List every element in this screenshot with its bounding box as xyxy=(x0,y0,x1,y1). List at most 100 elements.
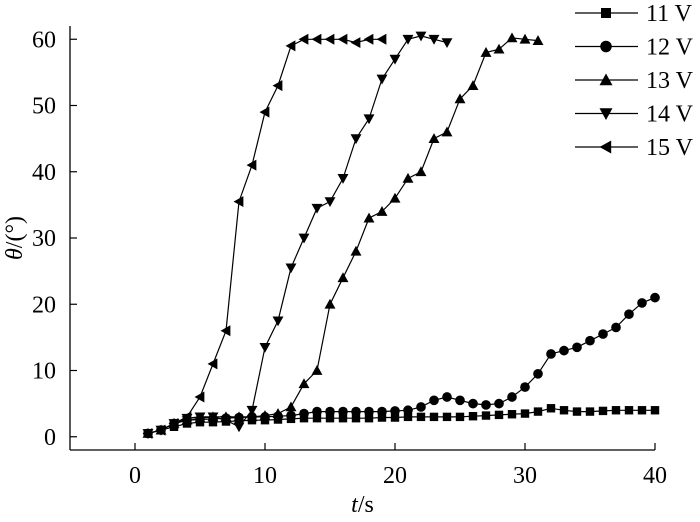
y-tick-label: 0 xyxy=(44,425,56,451)
x-axis-title: t/s xyxy=(351,492,374,518)
y-tick-label: 30 xyxy=(32,226,56,252)
data-point-triangle-up xyxy=(454,93,466,104)
data-point-triangle-down xyxy=(246,405,258,416)
data-point-square xyxy=(601,8,611,18)
data-point-triangle-down xyxy=(376,74,388,85)
legend: 11 V 12 V 13 V 14 V 15 V xyxy=(575,1,694,161)
data-point-triangle-up xyxy=(441,126,453,137)
data-point-circle xyxy=(559,345,569,356)
data-point-circle xyxy=(390,406,400,416)
data-point-square xyxy=(351,414,361,423)
data-point-circle xyxy=(546,349,556,359)
y-axis-title-var: θ xyxy=(2,248,28,260)
data-point-square xyxy=(546,404,556,413)
data-point-square xyxy=(624,406,634,415)
data-point-triangle-up xyxy=(532,35,544,45)
data-point-triangle-down xyxy=(337,174,349,184)
data-point-square xyxy=(377,413,387,422)
y-axis-ticks: 0 10 20 30 40 50 60 xyxy=(32,27,77,451)
data-point-triangle-up xyxy=(272,408,284,418)
plot-frame xyxy=(69,26,655,451)
data-point-triangle-down xyxy=(350,134,362,145)
data-point-triangle-up xyxy=(467,80,479,90)
data-point-circle xyxy=(351,406,361,417)
data-point-circle xyxy=(338,406,348,417)
data-point-square xyxy=(520,409,530,418)
data-point-triangle-left xyxy=(376,33,387,45)
data-point-circle xyxy=(299,408,309,419)
data-point-triangle-up xyxy=(376,206,388,216)
data-point-square xyxy=(390,413,400,422)
y-axis-title: θ/(°) xyxy=(2,216,28,260)
x-tick-label: 30 xyxy=(513,463,537,489)
y-tick-label: 60 xyxy=(32,27,56,53)
data-point-triangle-up xyxy=(480,47,492,57)
data-point-square xyxy=(559,406,569,415)
data-point-circle xyxy=(416,402,426,412)
legend-label: 11 V xyxy=(646,1,693,27)
data-point-triangle-left xyxy=(311,33,322,45)
data-point-circle xyxy=(455,395,465,406)
data-point-square xyxy=(572,407,582,416)
data-point-triangle-down xyxy=(298,233,310,244)
data-point-triangle-left xyxy=(207,358,218,370)
data-point-circle xyxy=(442,392,452,402)
x-tick-label: 20 xyxy=(383,463,407,489)
data-point-square xyxy=(598,406,608,416)
data-point-square xyxy=(650,406,660,415)
data-point-square xyxy=(585,407,595,416)
x-axis-ticks: 0 10 20 30 40 xyxy=(129,443,667,489)
data-point-triangle-down xyxy=(194,412,206,423)
data-point-triangle-up xyxy=(493,43,505,54)
data-point-square xyxy=(429,412,439,422)
data-point-triangle-left xyxy=(246,159,257,171)
data-point-circle xyxy=(507,392,517,402)
data-point-circle xyxy=(429,395,439,406)
data-point-square xyxy=(442,412,452,422)
data-point-circle xyxy=(611,322,621,333)
data-point-triangle-down xyxy=(207,412,219,423)
data-point-square xyxy=(611,406,621,415)
data-point-triangle-up xyxy=(389,192,401,203)
y-tick-label: 10 xyxy=(32,359,56,385)
y-tick-label: 50 xyxy=(32,94,56,120)
data-point-circle xyxy=(481,400,491,410)
data-point-triangle-down xyxy=(599,108,613,120)
data-point-triangle-down xyxy=(415,31,427,42)
data-point-circle xyxy=(403,405,413,416)
series-line xyxy=(147,38,382,434)
data-point-triangle-down xyxy=(441,38,453,49)
data-point-triangle-up xyxy=(599,73,613,86)
data-point-triangle-down xyxy=(428,34,440,45)
data-point-circle xyxy=(600,40,612,53)
data-point-triangle-up xyxy=(363,212,375,223)
data-point-triangle-left xyxy=(168,418,179,429)
data-point-square xyxy=(637,406,647,415)
series-line xyxy=(147,37,539,434)
legend-item: 15 V xyxy=(575,135,694,161)
data-point-circle xyxy=(312,406,322,417)
data-point-square xyxy=(481,411,491,420)
data-point-triangle-up xyxy=(311,365,323,375)
data-point-triangle-left xyxy=(220,325,231,337)
y-axis-title-unit: /(°) xyxy=(2,216,28,248)
x-tick-label: 40 xyxy=(643,463,667,489)
data-point-triangle-left xyxy=(363,33,374,45)
data-point-triangle-up xyxy=(428,133,440,143)
data-point-triangle-up xyxy=(402,172,414,183)
data-point-circle xyxy=(585,335,595,346)
data-point-triangle-down xyxy=(259,342,271,353)
data-point-triangle-up xyxy=(337,272,349,283)
data-point-triangle-up xyxy=(246,411,258,422)
legend-item: 12 V xyxy=(575,35,694,61)
data-point-triangle-left xyxy=(324,33,335,45)
x-axis-title-var: t xyxy=(351,492,359,518)
data-point-triangle-down xyxy=(220,415,232,426)
data-point-square xyxy=(338,414,348,423)
data-point-circle xyxy=(364,406,374,417)
data-point-triangle-up xyxy=(350,245,362,256)
series-2 xyxy=(142,32,544,438)
legend-label: 13 V xyxy=(646,68,694,94)
data-point-square xyxy=(403,412,413,422)
data-point-square xyxy=(468,412,478,421)
